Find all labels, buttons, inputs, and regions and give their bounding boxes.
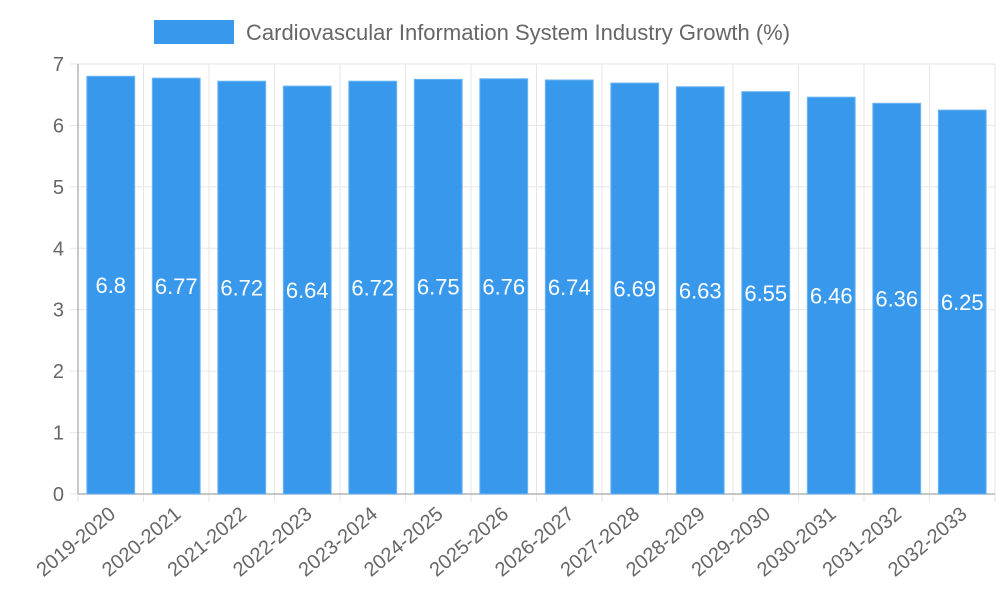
data-label: 6.64 bbox=[286, 278, 329, 303]
y-tick-label: 4 bbox=[53, 238, 64, 260]
data-label: 6.74 bbox=[548, 275, 591, 300]
data-label: 6.36 bbox=[875, 287, 918, 312]
bars-layer bbox=[86, 75, 987, 495]
bar-2020-2021 bbox=[151, 77, 201, 495]
bar-2025-2026 bbox=[479, 78, 529, 495]
bar-2019-2020 bbox=[86, 75, 136, 495]
bar-2030-2031 bbox=[806, 96, 856, 495]
data-label: 6.25 bbox=[941, 290, 984, 315]
data-label: 6.46 bbox=[810, 284, 853, 309]
y-axis-ticks: 0 1 2 3 4 5 6 7 bbox=[53, 54, 64, 506]
data-label: 6.77 bbox=[155, 274, 198, 299]
y-tick-label: 3 bbox=[53, 300, 64, 322]
bar-2029-2030 bbox=[741, 91, 791, 495]
y-tick-label: 7 bbox=[53, 54, 64, 76]
data-label: 6.76 bbox=[482, 274, 525, 299]
y-tick-label: 1 bbox=[53, 423, 64, 445]
bar-2026-2027 bbox=[544, 79, 594, 495]
data-label: 6.69 bbox=[613, 277, 656, 302]
bar-2021-2022 bbox=[217, 80, 267, 495]
legend-swatch bbox=[154, 20, 234, 44]
y-tick-label: 5 bbox=[53, 177, 64, 199]
y-tick-label: 2 bbox=[53, 361, 64, 383]
data-labels-layer: 6.8 6.77 6.72 6.64 6.72 6.75 6.76 6.74 6.69 6.63 6… bbox=[95, 273, 983, 315]
bar-2024-2025 bbox=[413, 78, 463, 495]
data-label: 6.72 bbox=[220, 276, 263, 301]
bar-2027-2028 bbox=[610, 82, 660, 495]
y-tick-label: 0 bbox=[53, 484, 64, 506]
data-label: 6.63 bbox=[679, 278, 722, 303]
bar-2031-2032 bbox=[872, 102, 922, 495]
bar-2028-2029 bbox=[675, 86, 725, 495]
legend-label: Cardiovascular Information System Indust… bbox=[246, 20, 790, 45]
y-tick-label: 6 bbox=[53, 115, 64, 137]
data-label: 6.72 bbox=[351, 276, 394, 301]
bar-2023-2024 bbox=[348, 80, 398, 495]
legend: Cardiovascular Information System Indust… bbox=[154, 20, 790, 45]
grid-layer bbox=[70, 63, 996, 502]
data-label: 6.8 bbox=[95, 273, 126, 298]
x-axis-ticks: 2019-20202020-20212021-20222022-20232023… bbox=[33, 503, 972, 581]
bar-2032-2033 bbox=[937, 109, 987, 495]
data-label: 6.55 bbox=[744, 281, 787, 306]
bar-2022-2023 bbox=[282, 85, 332, 495]
data-label: 6.75 bbox=[417, 275, 460, 300]
